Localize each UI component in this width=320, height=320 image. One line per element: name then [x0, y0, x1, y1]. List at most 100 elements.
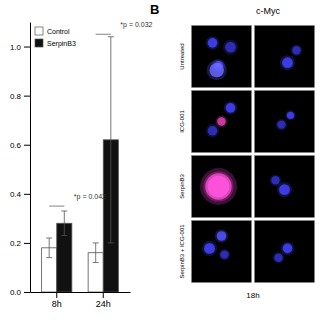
y-tick: 0.4 — [10, 190, 30, 199]
dot — [225, 42, 236, 53]
cell — [192, 26, 252, 88]
y-tick-mark — [24, 194, 30, 195]
dot-glow — [281, 242, 294, 255]
cell-group — [192, 156, 252, 218]
error-bar — [93, 243, 99, 263]
y-tick-mark — [24, 145, 30, 146]
dot — [208, 126, 218, 136]
dot — [292, 46, 300, 54]
dot — [274, 254, 282, 262]
cell-group — [255, 91, 315, 153]
dot-glow — [215, 229, 228, 242]
cell-group — [192, 26, 252, 88]
error-bar-cap — [61, 235, 67, 236]
significance-bracket — [49, 206, 64, 207]
y-axis-line — [30, 23, 31, 293]
dot-glow — [276, 119, 288, 131]
y-tick: 0.0 — [10, 288, 30, 297]
dot-glow — [216, 116, 228, 128]
y-tick-mark — [24, 292, 30, 293]
dot-glow — [203, 171, 233, 201]
dot — [210, 63, 224, 77]
panel-label: B — [150, 2, 159, 17]
dot — [226, 103, 236, 113]
y-tick-label: 0.0 — [10, 288, 22, 297]
series — [57, 37, 119, 292]
y-axis: 0.0 0.2 0.4 0.6 0.8 1.0 — [10, 23, 31, 298]
legend-item: Control — [35, 27, 70, 35]
title: c-Myc — [256, 6, 280, 16]
dot — [282, 57, 293, 68]
row-label: Untreated — [179, 43, 185, 69]
error-bar-line — [95, 243, 96, 263]
significance-bracket — [96, 34, 111, 35]
plot-area — [42, 34, 119, 292]
y-tick-label: 0.8 — [10, 92, 22, 101]
error-bar-cap — [93, 242, 99, 243]
error-bar-cap — [108, 36, 114, 37]
dot-glow — [207, 60, 227, 80]
legend-label: Control — [47, 28, 70, 35]
y-tick-label: 1.0 — [10, 43, 22, 52]
dot-glow — [219, 249, 231, 261]
dot — [287, 112, 294, 119]
legend-label: SerpinB3 — [47, 40, 76, 48]
error-bar — [108, 37, 114, 243]
x-tick-label: 24h — [96, 299, 111, 309]
y-tick-mark — [24, 243, 30, 244]
cell — [192, 221, 252, 283]
row-label: SerpinB3 + ICG-001 — [179, 224, 185, 279]
dot — [283, 244, 293, 254]
legend-swatch — [35, 39, 43, 47]
annotation: *p = 0.042 — [74, 193, 106, 201]
cell — [192, 156, 252, 218]
cell-group — [192, 91, 252, 153]
dot — [220, 250, 228, 258]
image-panel: Bc-MycUntreatedICG-001SerpinB3SerpinB3 +… — [150, 2, 315, 300]
x-tick-mark — [56, 292, 57, 298]
bar-panel: 0.0 0.2 0.4 0.6 0.8 1.0 8h 24h *p = 0.042 *p = 0.… — [10, 21, 153, 309]
row-label: SerpinB3 — [179, 173, 185, 198]
cell-group — [255, 26, 315, 88]
cell-group — [192, 221, 252, 283]
dot — [217, 231, 227, 241]
x-tick: 24h — [96, 292, 111, 309]
dot — [204, 243, 215, 254]
y-tick-mark — [24, 96, 30, 97]
y-tick-label: 0.2 — [10, 239, 22, 248]
y-tick: 1.0 — [10, 43, 30, 52]
legend-swatch — [35, 27, 43, 35]
annotation: *p = 0.032 — [120, 21, 152, 29]
dot — [208, 38, 218, 48]
y-tick-label: 0.4 — [10, 190, 22, 199]
figure: 0.0 0.2 0.4 0.6 0.8 1.0 8h 24h *p = 0.042 *p = 0.… — [0, 0, 320, 320]
dot-glow — [223, 40, 238, 55]
dot-glow — [273, 252, 285, 264]
x-axis-line — [31, 292, 131, 293]
cell — [192, 91, 252, 153]
dot — [217, 117, 225, 125]
dot-glow — [280, 55, 295, 70]
y-tick-label: 0.6 — [10, 141, 22, 150]
error-bar — [61, 211, 67, 236]
dot-glow — [206, 36, 219, 49]
y-tick-mark — [24, 47, 30, 48]
dot-glow — [291, 44, 303, 56]
dot-glow — [202, 241, 217, 256]
cell — [255, 91, 315, 153]
y-tick: 0.8 — [10, 92, 30, 101]
x-axis: 8h 24h — [31, 292, 131, 309]
column-label: 18h — [246, 291, 259, 300]
error-bar-cap — [46, 257, 52, 258]
dot-glow — [270, 174, 282, 186]
dot-glow — [206, 124, 219, 137]
y-tick: 0.2 — [10, 239, 30, 248]
error-bar-line — [110, 37, 111, 243]
error-bar-cap — [108, 242, 114, 243]
error-bar-cap — [61, 211, 67, 212]
x-tick-label: 8h — [52, 299, 62, 309]
cell-group — [255, 156, 315, 218]
y-tick: 0.6 — [10, 141, 30, 150]
dot-glow — [285, 110, 295, 120]
cell — [255, 156, 315, 218]
